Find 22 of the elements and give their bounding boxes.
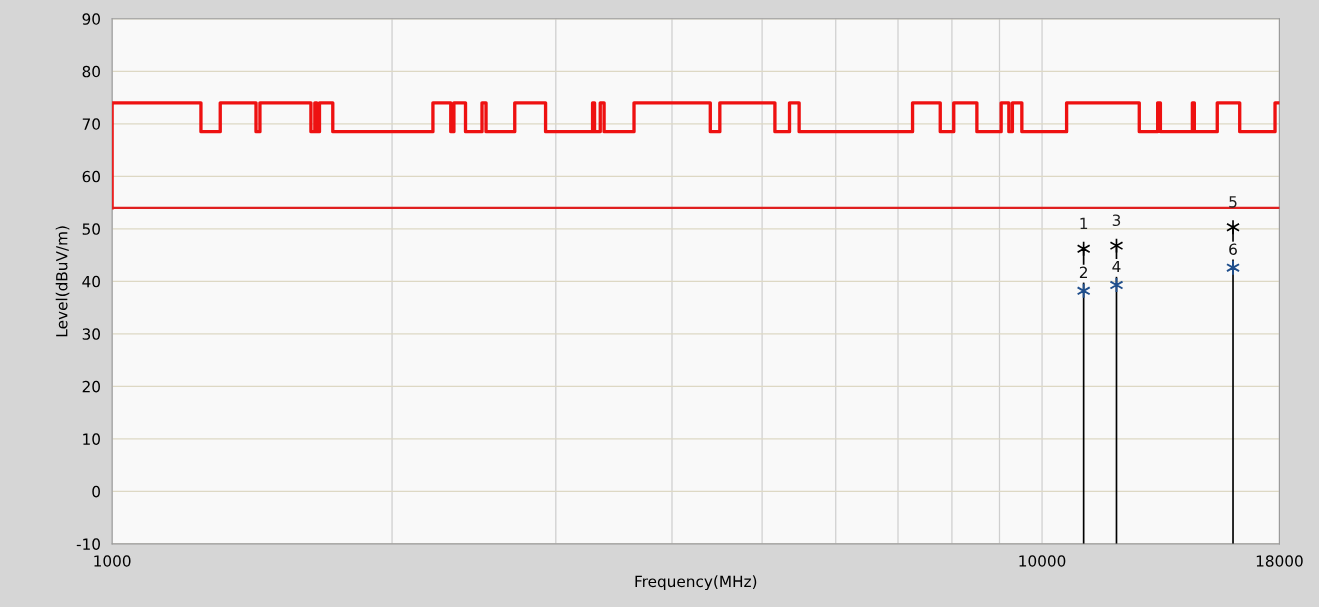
y-tick-label: 20 <box>82 380 100 393</box>
y-axis-title: Level(dBuV/m) <box>55 226 70 337</box>
y-tick-label: 60 <box>82 170 100 183</box>
x-tick-label: 1000 <box>94 555 131 567</box>
annotation: 5 <box>1229 196 1237 208</box>
annotation: 6 <box>1229 243 1237 256</box>
y-tick-label: 40 <box>82 275 100 288</box>
y-tick-label: 30 <box>82 328 100 340</box>
y-tick-label: 10 <box>83 433 100 445</box>
x-axis-title: Frequency(MHz) <box>635 575 757 591</box>
y-tick-label: 0 <box>92 485 100 498</box>
x-tick-label: 18000 <box>1256 555 1303 567</box>
y-tick-label: -10 <box>76 538 100 550</box>
annotation: 2 <box>1079 266 1087 278</box>
y-tick-label: 80 <box>82 65 100 78</box>
annotation: 1 <box>1080 217 1088 229</box>
y-tick-label: 90 <box>82 13 100 25</box>
y-tick-label: 70 <box>82 118 100 130</box>
annotation: 4 <box>1112 260 1121 273</box>
x-tick-label: 10000 <box>1019 555 1066 567</box>
y-tick-label: 50 <box>82 223 100 235</box>
annotation: 3 <box>1112 214 1121 227</box>
